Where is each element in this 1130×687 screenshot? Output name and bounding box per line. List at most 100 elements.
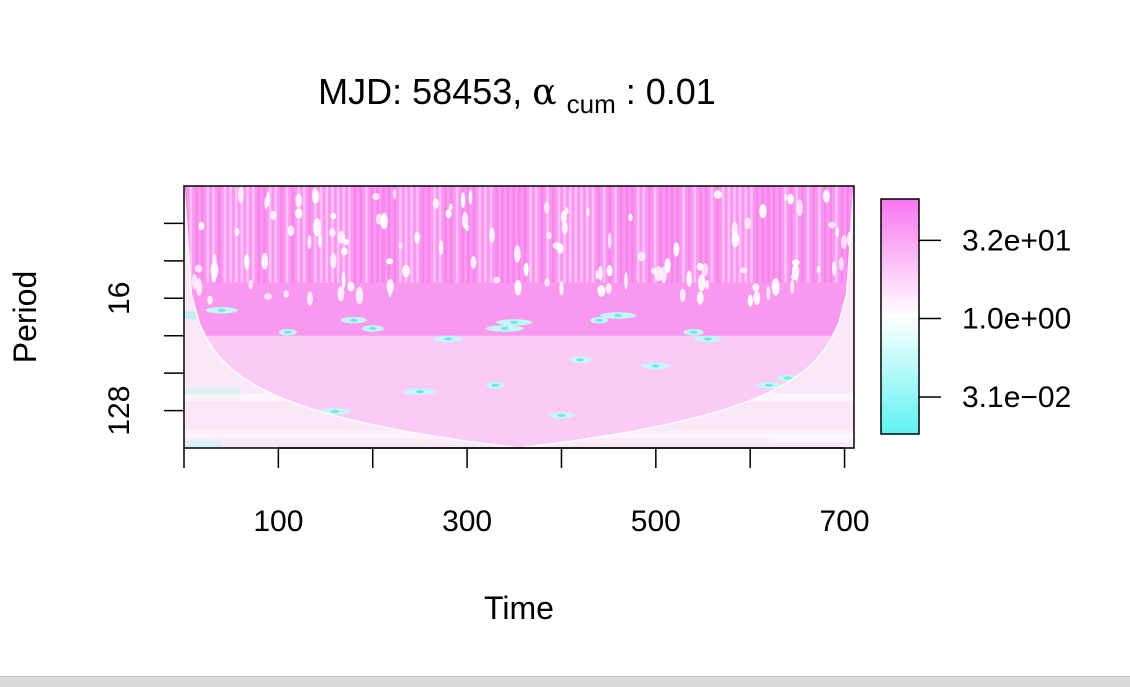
power-streak (767, 186, 770, 283)
low-power-core (614, 313, 623, 318)
power-speck (194, 264, 203, 273)
title-alpha-symbol: α (532, 72, 556, 113)
power-streak (648, 186, 651, 283)
power-streak (189, 186, 193, 283)
colorbar-tick-label: 1.0e+00 (962, 303, 1071, 336)
power-streak (642, 186, 646, 283)
colorbar-tick-label: 3.2e+01 (962, 224, 1071, 257)
power-streak (682, 186, 685, 283)
power-streak (240, 186, 244, 283)
power-speck (468, 189, 473, 205)
colorbar-gradient (880, 198, 920, 435)
low-power-core (349, 318, 358, 322)
x-tick-label: 700 (820, 505, 870, 538)
power-speck (307, 235, 312, 249)
power-speck (744, 217, 751, 230)
power-speck (380, 214, 387, 228)
power-streak (591, 186, 595, 283)
power-speck (386, 279, 394, 294)
power-streak (778, 186, 782, 283)
power-streak (365, 186, 368, 283)
power-streak (829, 186, 832, 283)
power-streak (478, 186, 481, 283)
power-streak (268, 186, 272, 283)
power-speck (287, 225, 295, 237)
colorbar: 3.2e+01 1.0e+00 3.1e−02 (880, 198, 1071, 435)
power-streak (438, 186, 442, 283)
power-streak (223, 186, 227, 283)
power-streak (710, 186, 714, 283)
power-streak (659, 186, 663, 283)
power-speck (445, 209, 452, 219)
power-speck (261, 252, 269, 270)
y-tick-label: 16 (103, 282, 136, 315)
power-speck (307, 291, 313, 306)
power-speck (234, 227, 240, 237)
title-suffix: : 0.01 (626, 71, 716, 112)
power-speck (393, 188, 397, 200)
power-streak (308, 186, 312, 283)
power-streak (563, 186, 566, 283)
power-speck (598, 265, 603, 281)
power-streak (370, 186, 374, 283)
power-speck (673, 242, 680, 257)
power-speck (766, 286, 771, 301)
window-bottom-bar (0, 676, 1130, 687)
power-speck (731, 231, 740, 248)
power-speck (523, 262, 529, 277)
power-streak (421, 186, 425, 283)
power-speck (559, 281, 564, 296)
power-streak (772, 186, 776, 283)
power-speck (771, 278, 780, 296)
power-speck (607, 232, 612, 249)
power-speck (398, 242, 403, 249)
outside-band (769, 434, 854, 443)
power-speck (448, 203, 453, 211)
power-streak (348, 186, 351, 283)
power-streak (721, 186, 725, 283)
power-speck (841, 235, 847, 250)
power-speck (210, 262, 219, 279)
power-speck (337, 286, 345, 302)
power-speck (791, 259, 800, 266)
power-streak (738, 186, 742, 283)
power-streak (823, 186, 827, 283)
power-speck (697, 291, 704, 305)
power-speck (264, 197, 268, 210)
power-speck (493, 276, 501, 284)
y-tick-label: 128 (103, 386, 136, 436)
power-speck (318, 234, 322, 248)
title-subscript: cum (567, 89, 616, 119)
power-streak (302, 186, 306, 283)
low-power-core (651, 364, 660, 368)
power-speck (831, 261, 837, 276)
power-streak (580, 186, 583, 283)
power-streak (393, 186, 396, 283)
power-speck (329, 228, 336, 238)
power-streak (676, 186, 680, 283)
power-streak (744, 186, 748, 283)
power-speck (343, 238, 349, 246)
power-speck (698, 274, 706, 292)
power-speck (595, 270, 599, 280)
power-speck (605, 283, 612, 294)
power-speck (759, 204, 767, 219)
power-speck (283, 290, 289, 298)
power-speck (372, 192, 380, 201)
power-streak (212, 186, 215, 283)
power-streak (540, 186, 544, 283)
power-speck (340, 247, 348, 256)
power-streak (631, 186, 634, 283)
title-prefix: MJD: 58453, (318, 71, 532, 112)
power-streak (382, 186, 385, 283)
power-streak (597, 186, 600, 283)
power-streak (750, 186, 753, 283)
power-streak (472, 186, 476, 283)
power-speck (660, 266, 667, 284)
low-power-core (783, 376, 792, 380)
power-speck (705, 279, 709, 290)
low-power-core (368, 326, 377, 331)
power-streak (257, 186, 261, 283)
x-tick-label: 300 (442, 505, 492, 538)
power-streak (625, 186, 629, 283)
